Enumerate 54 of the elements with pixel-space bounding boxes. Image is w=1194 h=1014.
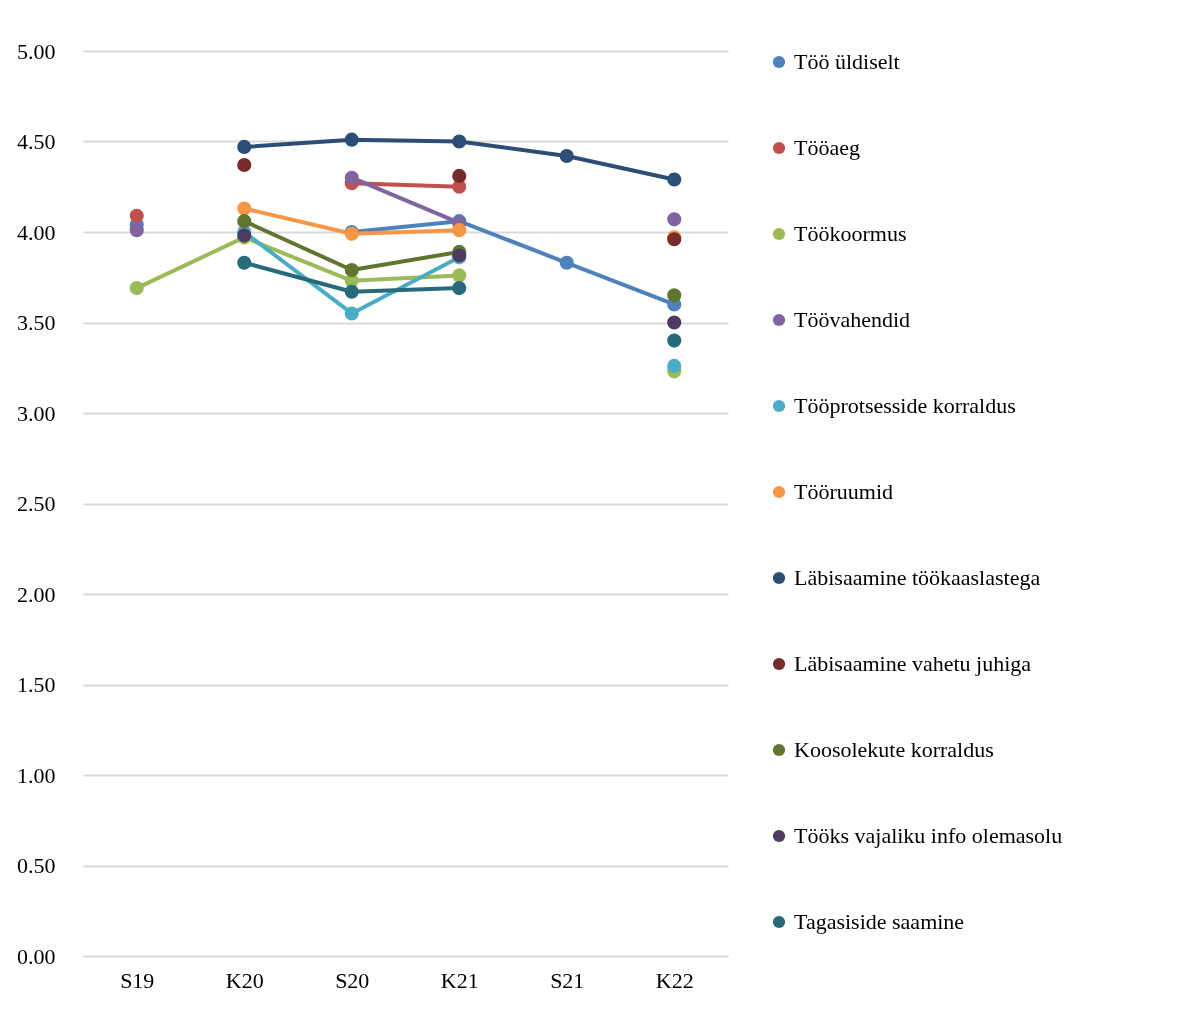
- x-tick-label: K20: [225, 967, 264, 993]
- legend-label: Tagasiside saamine: [794, 909, 965, 934]
- point: [129, 281, 144, 296]
- y-tick-label: 0.50: [17, 853, 56, 878]
- point: [667, 212, 682, 227]
- point: [667, 333, 682, 348]
- point: [559, 148, 574, 164]
- point: [237, 157, 252, 173]
- legend-label: Töökoormus: [794, 221, 907, 246]
- y-tick-label: 3.00: [17, 400, 56, 426]
- legend-label: Tööaeg: [794, 135, 860, 160]
- y-tick-label: 2.00: [17, 581, 56, 607]
- y-tick-label: 5.00: [17, 38, 56, 64]
- y-tick-label: 4.00: [17, 219, 56, 245]
- point: [237, 139, 252, 154]
- point: [667, 315, 682, 330]
- point: [452, 168, 467, 183]
- point: [237, 255, 252, 270]
- x-tick-label: K22: [655, 967, 694, 993]
- x-tick-label: K21: [440, 967, 479, 993]
- y-tick-label: 4.50: [17, 129, 56, 154]
- legend-label: Tööruumid: [794, 479, 893, 504]
- legend-label: Läbisaamine vahetu juhiga: [794, 651, 1032, 676]
- x-tick-label: S20: [335, 967, 370, 993]
- point: [237, 214, 252, 229]
- point: [237, 201, 252, 216]
- legend-label: Tööprotsesside korraldus: [794, 393, 1016, 418]
- point: [129, 223, 144, 238]
- point: [667, 288, 682, 303]
- point: [452, 281, 467, 296]
- point: [452, 223, 467, 238]
- legend-label: Läbisaamine töökaaslastega: [794, 565, 1041, 590]
- point: [344, 306, 359, 321]
- x-tick-label: S21: [550, 967, 585, 993]
- legend-label: Töö üldiselt: [794, 49, 900, 74]
- y-tick-label: 1.00: [17, 762, 56, 788]
- legend-label: Töövahendid: [794, 307, 911, 332]
- point: [452, 134, 467, 149]
- point: [667, 358, 682, 373]
- point: [344, 132, 359, 147]
- point: [344, 284, 359, 299]
- y-tick-label: 0.00: [17, 943, 56, 969]
- x-tick-label: S19: [120, 967, 155, 993]
- point: [559, 255, 574, 270]
- point: [452, 268, 467, 283]
- point: [129, 208, 144, 223]
- y-tick-label: 3.50: [17, 310, 56, 335]
- point: [667, 172, 682, 187]
- y-tick-label: 2.50: [17, 491, 56, 516]
- legend-label: Tööks vajaliku info olemasolu: [794, 823, 1063, 848]
- legend-label: Koosolekute korraldus: [794, 737, 994, 762]
- y-tick-label: 1.50: [17, 672, 56, 697]
- point: [344, 170, 359, 185]
- point: [344, 262, 359, 278]
